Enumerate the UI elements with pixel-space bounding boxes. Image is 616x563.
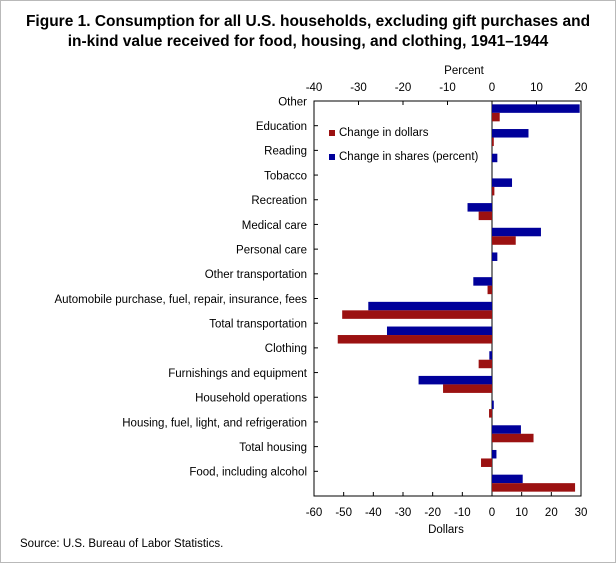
bar-share bbox=[492, 153, 498, 163]
category-label: Education bbox=[256, 121, 307, 133]
category-label: Housing, fuel, light, and refrigeration bbox=[122, 417, 307, 429]
bottom-tick-label: -20 bbox=[424, 507, 441, 519]
category-label: Household operations bbox=[195, 393, 307, 405]
bar-share bbox=[492, 252, 498, 261]
bottom-tick-label: 20 bbox=[545, 507, 558, 519]
category-label: Other bbox=[278, 96, 307, 108]
category-label: Clothing bbox=[265, 343, 307, 355]
legend-swatch-dollars bbox=[329, 130, 335, 136]
chart-title-line-2: in-kind value received for food, housing… bbox=[67, 33, 549, 50]
top-tick-label: -40 bbox=[306, 82, 323, 94]
top-tick-label: -20 bbox=[395, 82, 412, 94]
top-axis-title: Percent bbox=[444, 65, 484, 77]
bottom-tick-label: 0 bbox=[489, 507, 495, 519]
bar-share bbox=[386, 326, 492, 336]
top-tick-label: 10 bbox=[530, 82, 543, 94]
bar-share bbox=[492, 474, 523, 484]
bar-dollar bbox=[487, 285, 492, 295]
category-labels-group: Other Education Reading Tobacco Recreation Me… bbox=[54, 96, 307, 478]
bar-share bbox=[368, 301, 492, 311]
bar-share bbox=[492, 400, 494, 410]
bar-dollar bbox=[489, 409, 492, 418]
category-label: Furnishings and equipment bbox=[168, 368, 308, 380]
category-label: Total housing bbox=[239, 442, 307, 454]
bar-dollar bbox=[492, 137, 494, 147]
bar-dollar bbox=[443, 384, 492, 393]
category-label: Recreation bbox=[251, 195, 307, 207]
bar-dollar bbox=[492, 236, 516, 245]
category-label: Reading bbox=[264, 146, 307, 158]
legend-label-shares: Change in shares (percent) bbox=[339, 151, 479, 163]
legend-label-dollars: Change in dollars bbox=[339, 127, 429, 139]
source-note: Source: U.S. Bureau of Labor Statistics. bbox=[20, 538, 224, 550]
category-label: Personal care bbox=[236, 244, 307, 256]
bottom-axis-title: Dollars bbox=[428, 524, 464, 536]
bottom-tick-label: -60 bbox=[306, 507, 323, 519]
bar-dollar bbox=[478, 211, 492, 221]
bar-share bbox=[489, 351, 492, 360]
bottom-tick-label: 10 bbox=[515, 507, 528, 519]
bar-share bbox=[492, 129, 529, 138]
bar-dollar bbox=[492, 433, 534, 443]
top-tick-label: 20 bbox=[575, 82, 588, 94]
bar-dollar bbox=[481, 458, 492, 467]
chart-title-line-1: Figure 1. Consumption for all U.S. house… bbox=[25, 13, 591, 30]
bottom-tick-label: -50 bbox=[335, 507, 352, 519]
category-label: Other transportation bbox=[205, 269, 307, 281]
bottom-tick-label: -10 bbox=[454, 507, 471, 519]
bar-share bbox=[492, 425, 521, 434]
top-tick-label: -30 bbox=[350, 82, 367, 94]
category-label: Total transportation bbox=[209, 319, 307, 331]
bar-share bbox=[492, 104, 580, 113]
bottom-tick-label: 30 bbox=[575, 507, 588, 519]
bottom-tick-label: -40 bbox=[365, 507, 382, 519]
bar-share bbox=[467, 203, 492, 212]
top-tick-label: -10 bbox=[439, 82, 456, 94]
bar-share bbox=[492, 227, 541, 237]
bar-dollar bbox=[342, 310, 492, 319]
bottom-tick-label: -30 bbox=[395, 507, 412, 519]
legend-swatch-shares bbox=[329, 154, 335, 160]
bar-dollar bbox=[492, 112, 500, 122]
bar-share bbox=[492, 449, 497, 459]
axes-group: -40 -30 -20 -10 0 10 20 Percent -60 -50 -40 -30 -20 -… bbox=[306, 65, 588, 536]
category-label: Food, including alcohol bbox=[189, 467, 307, 479]
legend: Change in dollars Change in shares (perce… bbox=[329, 127, 479, 163]
bar-dollar bbox=[478, 359, 492, 369]
category-label: Tobacco bbox=[264, 170, 307, 182]
bar-dollar bbox=[337, 335, 492, 344]
bar-dollar bbox=[492, 186, 495, 196]
bars-group bbox=[337, 104, 580, 492]
category-label: Medical care bbox=[242, 220, 307, 232]
chart-title: Figure 1. Consumption for all U.S. house… bbox=[8, 12, 608, 52]
bar-share bbox=[492, 178, 513, 187]
top-tick-label: 0 bbox=[489, 82, 495, 94]
bar-share bbox=[473, 277, 492, 286]
category-label: Automobile purchase, fuel, repair, insur… bbox=[54, 294, 307, 306]
bar-share bbox=[418, 375, 492, 385]
bar-dollar bbox=[492, 483, 576, 492]
